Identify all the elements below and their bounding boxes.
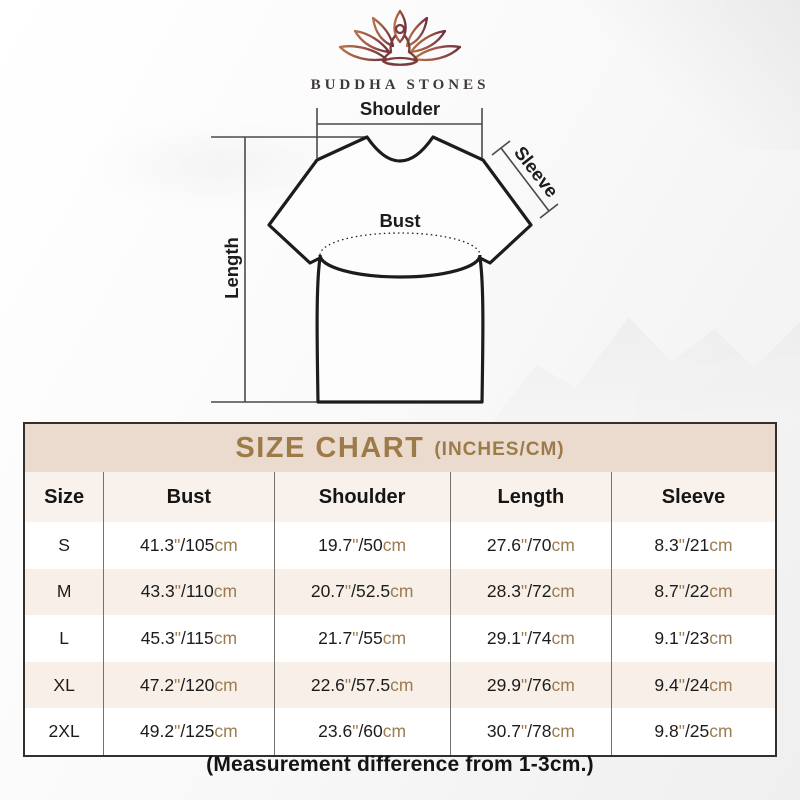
size-row-xl: XL 47.2"/120cm 22.6"/57.5cm 29.9"/76cm 9.4"/… — [25, 661, 775, 709]
size-chart: SIZE CHART (INCHES/CM) Size Bust Shoulder L… — [23, 422, 777, 757]
size-chart-title: SIZE CHART — [235, 431, 425, 464]
brand-name: BUDDHA STONES — [310, 77, 490, 93]
cell-bust: 45.3"/115cm — [103, 615, 275, 662]
cell-sleeve: 9.8"/25cm — [654, 721, 733, 742]
cell-bust: 43.3"/110cm — [103, 568, 275, 616]
cell-bust: 41.3"/105cm — [103, 522, 275, 569]
measurement-note: (Measurement difference from 1-3cm.) — [206, 753, 594, 776]
column-header-shoulder: Shoulder — [274, 472, 451, 522]
size-chart-units: (INCHES/CM) — [434, 439, 565, 460]
size-chart-table: Size Bust Shoulder Length Sleeve S 41.3"/105c… — [25, 472, 775, 755]
bust-label: Bust — [379, 210, 420, 231]
cell-sleeve: 8.7"/22cm — [611, 568, 775, 616]
tshirt-outline — [267, 135, 533, 404]
cell-bust: 49.2"/125cm — [103, 708, 275, 755]
cell-shoulder: 22.6"/57.5cm — [274, 661, 451, 709]
cell-shoulder: 20.7"/52.5cm — [274, 568, 451, 616]
cell-length: 28.3"/72cm — [450, 568, 613, 616]
measurement-lines — [211, 108, 559, 403]
size-row-l: L 45.3"/115cm 21.7"/55cm 29.1"/74cm 9.1"/23c… — [25, 615, 775, 662]
size-row-2xl: 2XL 49.2"/125cm 23.6"/60cm 30.7"/78cm 9.8"/2… — [25, 708, 775, 755]
column-header-length: Length — [450, 472, 613, 522]
column-header-row: Size Bust Shoulder Length Sleeve — [25, 472, 775, 522]
background-texture — [570, 0, 800, 150]
size-row-m: M 43.3"/110cm 20.7"/52.5cm 28.3"/72cm 8.7"/2… — [25, 568, 775, 616]
brand-logo: BUDDHA STONES — [0, 8, 800, 94]
cell-shoulder: 19.7"/50cm — [274, 522, 451, 569]
length-label: Length — [221, 237, 242, 299]
cell-length: 29.1"/74cm — [450, 615, 613, 662]
cell-length: 30.7"/78cm — [450, 708, 613, 755]
sleeve-measure-line — [500, 147, 550, 212]
shoulder-label: Shoulder — [360, 98, 440, 119]
size-chart-title-band: SIZE CHART (INCHES/CM) — [25, 424, 775, 472]
cell-size: XL — [25, 661, 105, 709]
cell-sleeve: 9.4"/24cm — [611, 661, 775, 709]
cell-length: 27.6"/70cm — [450, 522, 613, 569]
column-header-size: Size — [25, 472, 105, 522]
sleeve-label: Sleeve — [510, 142, 563, 201]
column-header-bust: Bust — [103, 472, 275, 522]
cell-size: M — [25, 568, 105, 616]
cell-length: 29.9"/76cm — [450, 661, 613, 709]
cell-size: S — [25, 522, 105, 569]
cell-sleeve: 9.1"/23cm — [654, 627, 733, 648]
cell-size: 2XL — [25, 708, 105, 755]
cell-shoulder: 23.6"/60cm — [274, 708, 451, 755]
bust-line-solid — [318, 254, 482, 279]
column-header-sleeve: Sleeve — [611, 472, 775, 522]
cell-size: L — [25, 615, 105, 662]
lotus-meditation-icon — [338, 9, 462, 66]
size-row-s: S 41.3"/105cm 19.7"/50cm 27.6"/70cm 8.3"/21c… — [25, 522, 775, 569]
cell-sleeve: 8.3"/21cm — [654, 534, 733, 555]
cell-shoulder: 21.7"/55cm — [274, 615, 451, 662]
tshirt-measurement-diagram: Shoulder Bust Length Sleeve — [211, 98, 563, 404]
cell-bust: 47.2"/120cm — [103, 661, 275, 709]
